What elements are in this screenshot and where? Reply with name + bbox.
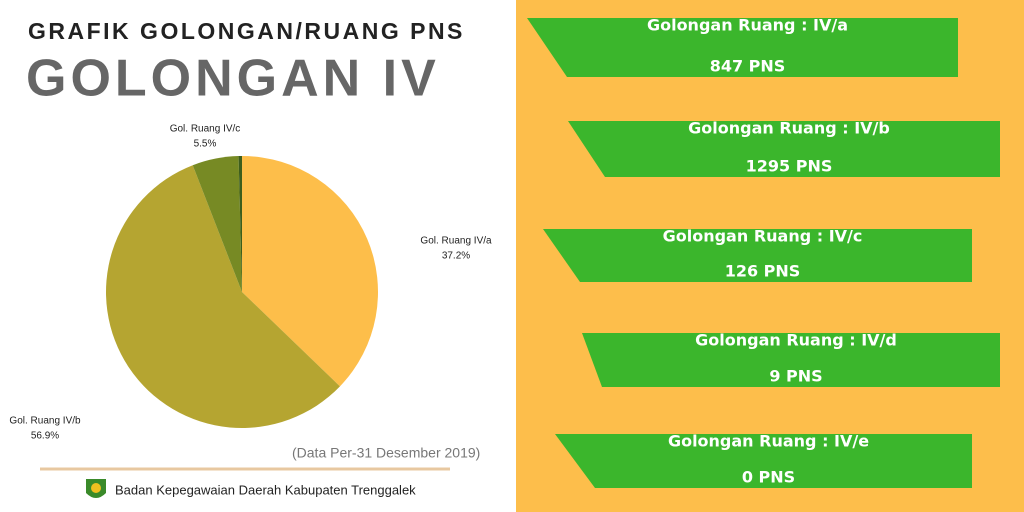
slice-label: Gol. Ruang IV/c [170,124,241,135]
slice-value: 37.2% [442,251,470,262]
card-value: 0 PNS [742,468,795,487]
card-title: Golongan Ruang : IV/e [668,432,869,451]
org: Badan Kepegawaian Daerah Kabupaten Treng… [115,482,416,497]
card-title: Golongan Ruang : IV/a [647,16,848,35]
card-value: 1295 PNS [746,157,833,176]
pie-slice [242,156,379,387]
pie-slice [192,156,242,292]
card [543,229,972,282]
card-value: 847 PNS [710,57,786,76]
card [555,434,972,488]
card-value: 9 PNS [769,367,822,386]
card-title: Golongan Ruang : IV/b [688,119,890,138]
slice-label: Gol. Ruang IV/b [9,416,81,427]
slice-value: 56.9% [31,431,59,442]
card [568,121,1000,177]
slice-value: 5.5% [194,139,217,150]
pie: Gol. Ruang IV/a 37.2% Gol. Ruang IV/b 56.9%… [9,124,492,442]
cards: Golongan Ruang : IV/a 847 PNS Golongan Rua… [527,16,1000,488]
card-title: Golongan Ruang : IV/c [663,227,863,246]
card-value: 126 PNS [725,262,801,281]
card [582,333,1000,387]
card-title: Golongan Ruang : IV/d [695,331,897,350]
card [527,18,958,77]
pie-slice [105,165,340,429]
pie-slice [238,156,242,292]
logo [86,479,106,498]
title: GRAFIK GOLONGAN/RUANG PNS [28,18,465,44]
slice-label: Gol. Ruang IV/a [420,236,492,247]
subtitle: GOLONGAN IV [26,50,440,108]
note: (Data Per-31 Desember 2019) [292,445,480,461]
